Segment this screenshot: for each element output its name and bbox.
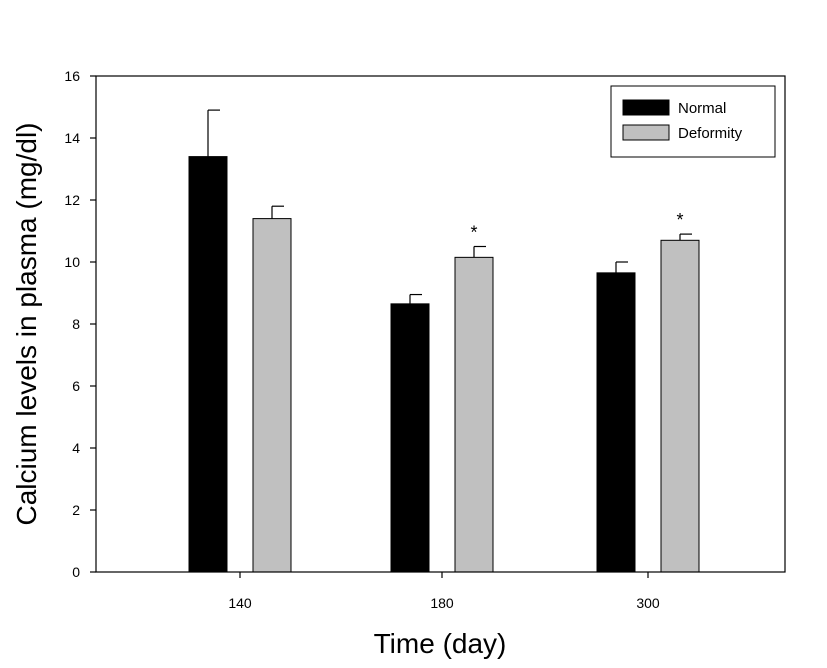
legend-swatch-normal [622, 99, 670, 116]
error-bar-normal-180 [409, 293, 422, 304]
x-axis-title: Time (day) [374, 628, 507, 659]
error-bars-layer [207, 109, 692, 304]
annotations-layer: ** [470, 210, 683, 242]
x-tick-label-300: 300 [636, 595, 660, 611]
y-tick-label-8: 8 [72, 316, 80, 332]
y-tick-label-10: 10 [64, 254, 80, 270]
x-tick-label-140: 140 [228, 595, 252, 611]
legend-label-normal: Normal [678, 100, 726, 117]
legend-box [610, 85, 776, 158]
y-tick-label-2: 2 [72, 502, 80, 518]
error-bar-deformity-140 [271, 205, 284, 219]
bar-deformity-180 [454, 256, 494, 573]
legend-swatch-deformity [622, 124, 670, 141]
significance-marker-180: * [470, 223, 477, 243]
error-bar-deformity-180 [473, 245, 486, 258]
y-tick-label-14: 14 [64, 130, 80, 146]
error-bar-normal-140 [207, 109, 220, 157]
bar-normal-300 [596, 272, 636, 573]
bar-normal-180 [390, 303, 430, 573]
error-bar-deformity-300 [679, 233, 692, 241]
x-tick-label-180: 180 [430, 595, 454, 611]
significance-marker-300: * [676, 210, 683, 230]
y-axis-title: Calcium levels in plasma (mg/dl) [11, 122, 42, 525]
y-tick-label-4: 4 [72, 440, 80, 456]
y-axis: 0 2 4 6 8 10 12 14 16 [64, 68, 96, 580]
x-axis: 140 180 300 [228, 572, 660, 611]
y-tick-label-12: 12 [64, 192, 80, 208]
legend: Normal Deformity [610, 85, 776, 158]
legend-label-deformity: Deformity [678, 125, 743, 142]
bar-deformity-300 [660, 239, 700, 573]
bar-normal-140 [188, 156, 228, 573]
y-tick-label-0: 0 [72, 564, 80, 580]
y-tick-label-6: 6 [72, 378, 80, 394]
y-tick-label-16: 16 [64, 68, 80, 84]
bars-layer [188, 156, 700, 573]
error-bar-normal-300 [615, 261, 628, 273]
bar-deformity-140 [252, 218, 292, 573]
